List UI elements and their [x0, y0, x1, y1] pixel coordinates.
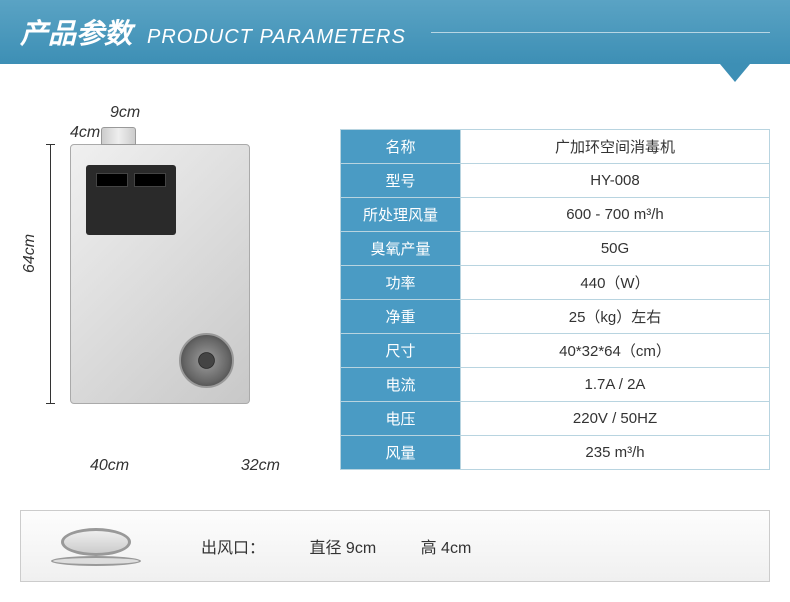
table-row: 电压220V / 50HZ	[341, 402, 770, 436]
product-control-panel	[86, 165, 176, 235]
spec-value: 220V / 50HZ	[461, 402, 770, 436]
header-bar: 产品参数 PRODUCT PARAMETERS	[0, 0, 790, 64]
spec-label: 尺寸	[341, 334, 461, 368]
spec-value: 40*32*64（cm）	[461, 334, 770, 368]
product-image-area: 9cm 4cm 64cm 40cm 32cm	[20, 124, 320, 470]
spec-label: 电流	[341, 368, 461, 402]
table-row: 功率440（W）	[341, 266, 770, 300]
table-row: 尺寸40*32*64（cm）	[341, 334, 770, 368]
dim-pipe-diameter: 9cm	[110, 104, 140, 122]
header-triangle	[720, 64, 750, 82]
spec-label: 所处理风量	[341, 198, 461, 232]
spec-label: 电压	[341, 402, 461, 436]
table-row: 风量235 m³/h	[341, 436, 770, 470]
spec-label: 型号	[341, 164, 461, 198]
table-row: 名称广加环空间消毒机	[341, 130, 770, 164]
table-row: 型号HY-008	[341, 164, 770, 198]
dim-depth: 32cm	[241, 457, 280, 475]
product-illustration	[70, 144, 250, 404]
spec-value: 440（W）	[461, 266, 770, 300]
outlet-text: 出风口： 直径 9cm 高 4cm	[201, 534, 511, 558]
spec-value: 235 m³/h	[461, 436, 770, 470]
outlet-icon	[51, 526, 141, 566]
spec-label: 名称	[341, 130, 461, 164]
outlet-height: 高 4cm	[421, 540, 472, 557]
dim-pipe-height: 4cm	[70, 124, 100, 142]
header-title-en: PRODUCT PARAMETERS	[147, 26, 406, 49]
spec-label: 净重	[341, 300, 461, 334]
spec-value: 50G	[461, 232, 770, 266]
table-row: 净重25（kg）左右	[341, 300, 770, 334]
product-pipe	[101, 127, 136, 145]
table-row: 所处理风量600 - 700 m³/h	[341, 198, 770, 232]
table-row: 电流1.7A / 2A	[341, 368, 770, 402]
spec-value: 25（kg）左右	[461, 300, 770, 334]
spec-label: 功率	[341, 266, 461, 300]
product-fan	[179, 333, 234, 388]
header-line	[431, 32, 770, 33]
outlet-section: 出风口： 直径 9cm 高 4cm	[20, 510, 770, 582]
spec-value: 600 - 700 m³/h	[461, 198, 770, 232]
content-area: 9cm 4cm 64cm 40cm 32cm 名称广加环空间消毒机型号HY-00…	[0, 64, 790, 490]
spec-value: 广加环空间消毒机	[461, 130, 770, 164]
spec-value: 1.7A / 2A	[461, 368, 770, 402]
table-row: 臭氧产量50G	[341, 232, 770, 266]
spec-value: HY-008	[461, 164, 770, 198]
spec-label: 臭氧产量	[341, 232, 461, 266]
dim-width: 40cm	[90, 457, 129, 475]
outlet-label: 出风口：	[201, 540, 265, 557]
spec-table: 名称广加环空间消毒机型号HY-008所处理风量600 - 700 m³/h臭氧产…	[340, 129, 770, 470]
outlet-diameter: 直径 9cm	[309, 540, 376, 557]
header-title-cn: 产品参数	[20, 12, 132, 52]
dim-height: 64cm	[21, 234, 39, 273]
dim-line-vertical	[50, 144, 51, 404]
spec-label: 风量	[341, 436, 461, 470]
